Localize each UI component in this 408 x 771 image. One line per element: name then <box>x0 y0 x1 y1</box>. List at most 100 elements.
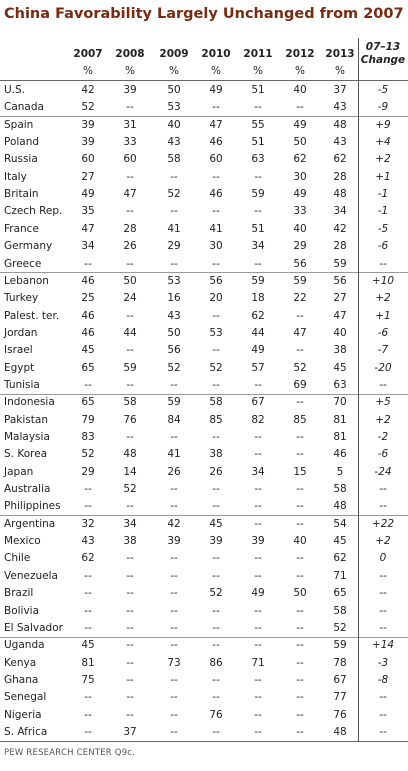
cell-value: 42 <box>167 517 181 530</box>
cell-value: 40 <box>293 222 307 235</box>
cell-value: -- <box>84 725 92 738</box>
cell-value: -- <box>296 656 304 669</box>
change-value: -5 <box>377 222 389 235</box>
cell-value: 51 <box>251 84 265 96</box>
unit-label: % <box>253 65 263 77</box>
title: China Favorability Largely Unchanged fro… <box>4 6 404 22</box>
cell-value: -- <box>212 604 220 617</box>
cell-value: 44 <box>123 326 137 339</box>
column-header: 2013 <box>325 48 355 60</box>
country-name: Australia <box>4 483 51 496</box>
cell-value: 55 <box>251 118 265 131</box>
cell-value: -- <box>84 257 92 270</box>
cell-value: 81 <box>333 413 347 426</box>
unit-label: % <box>295 65 305 77</box>
country-name: Germany <box>4 240 53 253</box>
cell-value: 14 <box>123 465 137 478</box>
cell-value: 39 <box>81 136 95 149</box>
cell-value: 46 <box>333 448 347 461</box>
cell-value: 42 <box>81 84 95 96</box>
cell-value: -- <box>126 552 134 565</box>
country-name: S. Korea <box>4 448 48 461</box>
cell-value: 59 <box>251 274 265 287</box>
country-name: El Salvador <box>4 621 63 634</box>
cell-value: 47 <box>123 188 137 201</box>
cell-value: 39 <box>123 84 137 96</box>
cell-value: -- <box>170 673 178 686</box>
cell-value: 56 <box>293 257 307 270</box>
cell-value: -- <box>170 431 178 443</box>
cell-value: -- <box>126 708 134 721</box>
cell-value: 85 <box>209 413 223 426</box>
unit-label: % <box>169 65 179 77</box>
change-value: +2 <box>375 413 391 426</box>
cell-value: 37 <box>123 725 137 738</box>
country-name: Pakistan <box>4 413 48 426</box>
cell-value: -- <box>254 205 262 218</box>
cell-value: -- <box>84 483 92 496</box>
change-value: -- <box>379 483 387 496</box>
cell-value: 49 <box>81 188 95 201</box>
cell-value: 30 <box>293 170 307 183</box>
cell-value: 5 <box>336 465 344 478</box>
cell-value: 28 <box>333 170 347 183</box>
cell-value: -- <box>170 587 178 600</box>
cell-value: -- <box>212 378 220 391</box>
cell-value: 62 <box>251 309 265 322</box>
cell-value: 46 <box>81 274 95 287</box>
cell-value: 52 <box>167 361 181 374</box>
cell-value: 52 <box>123 483 137 496</box>
cell-value: 43 <box>167 309 181 322</box>
group-separator <box>0 636 408 638</box>
cell-value: -- <box>84 708 92 721</box>
cell-value: 32 <box>81 517 95 530</box>
country-name: Jordan <box>4 326 38 339</box>
cell-value: 69 <box>293 378 307 391</box>
cell-value: -- <box>254 170 262 183</box>
cell-value: -- <box>296 691 304 704</box>
cell-value: 29 <box>293 240 307 253</box>
change-value: +22 <box>371 517 395 530</box>
unit-label: % <box>83 65 93 77</box>
cell-value: 50 <box>167 84 181 96</box>
change-value: -- <box>379 621 387 634</box>
cell-value: 29 <box>81 465 95 478</box>
cell-value: -- <box>84 621 92 634</box>
cell-value: -- <box>296 448 304 461</box>
cell-value: 63 <box>333 378 347 391</box>
change-value: +9 <box>375 118 391 131</box>
cell-value: 48 <box>333 725 347 738</box>
cell-value: 57 <box>251 361 265 374</box>
unit-label: % <box>335 65 345 77</box>
cell-value: 47 <box>81 222 95 235</box>
cell-value: 48 <box>333 118 347 131</box>
cell-value: 30 <box>209 240 223 253</box>
cell-value: -- <box>254 378 262 391</box>
country-name: Czech Rep. <box>4 205 63 218</box>
cell-value: -- <box>212 639 220 652</box>
country-name: Palest. ter. <box>4 309 60 322</box>
cell-value: 52 <box>81 448 95 461</box>
cell-value: -- <box>126 639 134 652</box>
cell-value: 50 <box>167 326 181 339</box>
country-name: Chile <box>4 552 31 565</box>
cell-value: 34 <box>251 240 265 253</box>
cell-value: 73 <box>167 656 181 669</box>
cell-value: -- <box>212 309 220 322</box>
cell-value: 84 <box>167 413 181 426</box>
cell-value: -- <box>170 483 178 496</box>
cell-value: 44 <box>251 326 265 339</box>
cell-value: -- <box>296 552 304 565</box>
country-name: Ghana <box>4 673 39 686</box>
change-value: +4 <box>375 136 391 149</box>
cell-value: -- <box>126 587 134 600</box>
cell-value: -- <box>212 569 220 582</box>
cell-value: -- <box>296 708 304 721</box>
cell-value: 40 <box>293 84 307 96</box>
change-value: -1 <box>377 188 389 201</box>
cell-value: -- <box>84 569 92 582</box>
cell-value: -- <box>126 431 134 443</box>
cell-value: 65 <box>333 587 347 600</box>
cell-value: 38 <box>209 448 223 461</box>
cell-value: 49 <box>209 84 223 96</box>
